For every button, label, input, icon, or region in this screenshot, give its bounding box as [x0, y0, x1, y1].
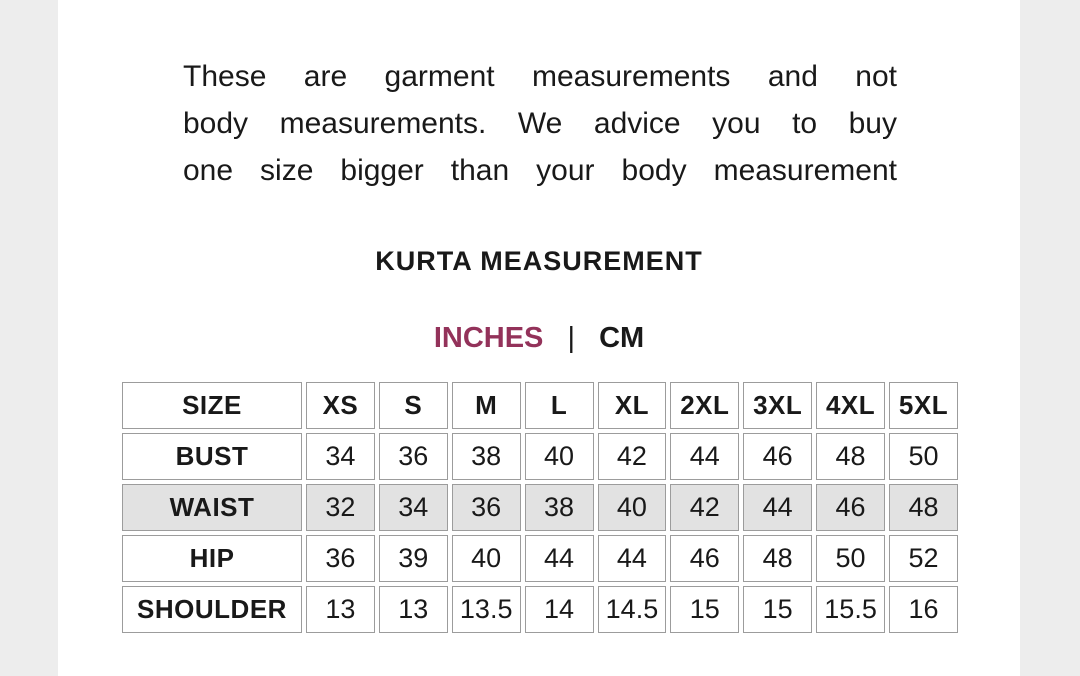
table-cell: 40	[451, 535, 521, 582]
header-cell-3xl: 3XL	[743, 382, 813, 429]
table-cell: 15	[743, 586, 813, 633]
note-line-2: body measurements. We advice you to buy	[183, 107, 897, 140]
row-label: WAIST	[122, 484, 302, 531]
table-cell: 14	[524, 586, 594, 633]
table-cell: 36	[378, 433, 448, 480]
row-label: HIP	[122, 535, 302, 582]
header-cell-5xl: 5XL	[889, 382, 958, 429]
table-cell: 36	[306, 535, 375, 582]
table-row-bust: BUST 34 36 38 40 42 44 46 48 50	[122, 433, 958, 480]
table-header-row: SIZE XS S M L XL 2XL 3XL 4XL 5XL	[122, 382, 958, 429]
table-cell: 38	[524, 484, 594, 531]
table-cell: 48	[889, 484, 958, 531]
table-cell: 13	[306, 586, 375, 633]
header-cell-xs: XS	[306, 382, 375, 429]
table-cell: 15.5	[816, 586, 885, 633]
table-cell: 42	[670, 484, 740, 531]
table-cell: 46	[743, 433, 813, 480]
header-cell-s: S	[378, 382, 448, 429]
header-cell-m: M	[451, 382, 521, 429]
size-table: SIZE XS S M L XL 2XL 3XL 4XL 5XL BUST 34 36 38 40 42 44…	[118, 378, 962, 637]
table-cell: 40	[524, 433, 594, 480]
table-cell: 44	[597, 535, 667, 582]
table-cell: 46	[670, 535, 740, 582]
table-cell: 13	[378, 586, 448, 633]
table-cell: 36	[451, 484, 521, 531]
table-cell: 14.5	[597, 586, 667, 633]
row-label: BUST	[122, 433, 302, 480]
measurement-note: These are garment measurements and not b…	[183, 53, 897, 194]
table-cell: 48	[816, 433, 885, 480]
content-canvas: These are garment measurements and not b…	[58, 0, 1020, 676]
header-cell-size: SIZE	[122, 382, 302, 429]
table-cell: 15	[670, 586, 740, 633]
table-cell: 32	[306, 484, 375, 531]
header-cell-l: L	[524, 382, 594, 429]
note-line-3: one size bigger than your body measureme…	[183, 154, 897, 187]
table-cell: 44	[670, 433, 740, 480]
table-row-shoulder: SHOULDER 13 13 13.5 14 14.5 15 15 15.5 16	[122, 586, 958, 633]
table-row-hip: HIP 36 39 40 44 44 46 48 50 52	[122, 535, 958, 582]
note-line-1: These are garment measurements and not	[183, 60, 897, 93]
table-cell: 16	[889, 586, 958, 633]
table-cell: 48	[743, 535, 813, 582]
units-line: INCHES | CM	[58, 322, 1020, 355]
table-cell: 44	[743, 484, 813, 531]
table-cell: 42	[597, 433, 667, 480]
row-label: SHOULDER	[122, 586, 302, 633]
table-cell: 40	[597, 484, 667, 531]
units-separator: |	[567, 322, 575, 354]
table-row-waist: WAIST 32 34 36 38 40 42 44 46 48	[122, 484, 958, 531]
page-title: KURTA MEASUREMENT	[375, 246, 703, 276]
header-cell-4xl: 4XL	[816, 382, 885, 429]
table-cell: 52	[889, 535, 958, 582]
header-cell-2xl: 2XL	[670, 382, 740, 429]
table-cell: 34	[378, 484, 448, 531]
units-inches-label: INCHES	[433, 322, 544, 354]
table-cell: 50	[816, 535, 885, 582]
table-cell: 13.5	[451, 586, 521, 633]
table-cell: 50	[889, 433, 958, 480]
table-cell: 46	[816, 484, 885, 531]
table-cell: 39	[378, 535, 448, 582]
units-cm-label: CM	[599, 322, 645, 354]
table-body: BUST 34 36 38 40 42 44 46 48 50 WAIST 32 34 36 38 40 42 4…	[122, 433, 958, 633]
header-cell-xl: XL	[597, 382, 667, 429]
table-cell: 44	[524, 535, 594, 582]
table-cell: 38	[451, 433, 521, 480]
table-cell: 34	[306, 433, 375, 480]
